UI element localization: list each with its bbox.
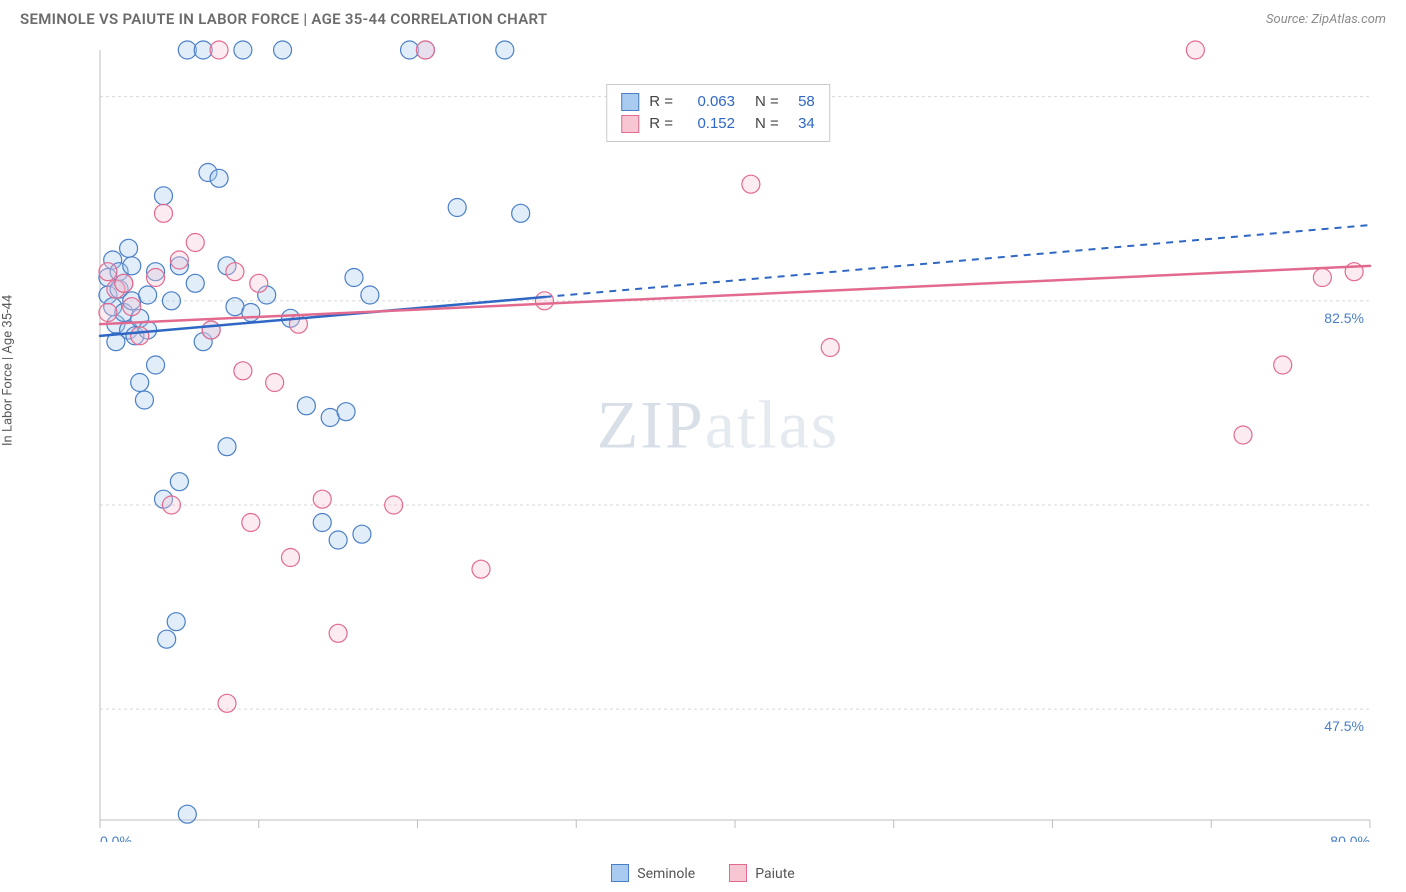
legend-swatch (611, 864, 629, 882)
svg-text:80.0%: 80.0% (1330, 833, 1370, 842)
svg-text:0.0%: 0.0% (100, 833, 132, 842)
svg-text:47.5%: 47.5% (1324, 718, 1364, 734)
chart-area: 47.5%82.5%0.0%80.0% ZIPatlas R =0.063N =… (40, 40, 1396, 842)
legend-item: Paiute (729, 864, 795, 882)
stats-legend-row: R = 0.152 N = 34 (621, 113, 815, 135)
chart-source: Source: ZipAtlas.com (1266, 12, 1386, 27)
legend-label: Seminole (637, 866, 695, 882)
n-value: 58 (789, 91, 815, 113)
scatter-chart: 47.5% 82.5% 0.0% 80.0% (40, 40, 1396, 842)
legend-swatch (621, 115, 639, 133)
r-label: R = (649, 91, 673, 113)
chart-header: SEMINOLE VS PAIUTE IN LABOR FORCE | AGE … (0, 0, 1406, 34)
stats-legend: R = 0.063 N = 58 R = 0.152 N = 34 (606, 84, 830, 142)
legend-swatch (621, 93, 639, 111)
legend-label: Paiute (755, 866, 795, 882)
stats-legend-row: R = 0.063 N = 58 (621, 91, 815, 113)
series-legend: Seminole Paiute (0, 864, 1406, 882)
r-value: 0.063 (683, 91, 735, 113)
legend-item: Seminole (611, 864, 695, 882)
n-label: N = (755, 113, 779, 135)
legend-swatch (729, 864, 747, 882)
chart-title: SEMINOLE VS PAIUTE IN LABOR FORCE | AGE … (20, 10, 547, 28)
r-label: R = (649, 113, 673, 135)
n-label: N = (755, 91, 779, 113)
n-value: 34 (789, 113, 815, 135)
y-axis-label: In Labor Force | Age 35-44 (1, 295, 16, 446)
svg-text:82.5%: 82.5% (1324, 310, 1364, 326)
r-value: 0.152 (683, 113, 735, 135)
